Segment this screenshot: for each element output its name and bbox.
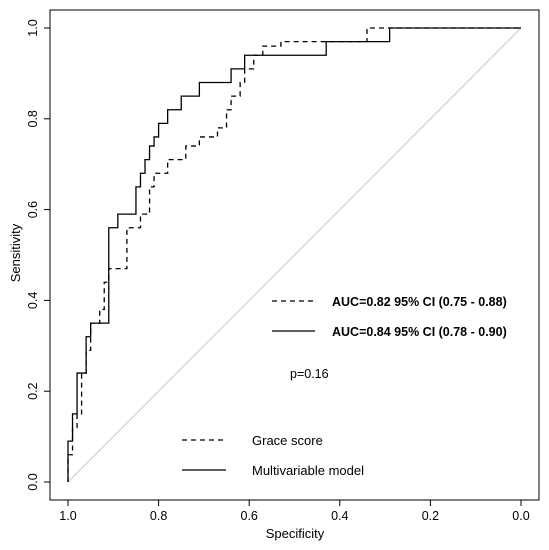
x-tick-label: 0.6 xyxy=(241,509,258,523)
y-tick-label: 0.8 xyxy=(26,110,40,127)
x-tick-label: 1.0 xyxy=(59,509,76,523)
x-axis: 1.0 0.8 0.6 0.4 0.2 0.0 xyxy=(59,500,530,523)
y-tick-label: 0.6 xyxy=(26,201,40,218)
x-tick-label: 0.4 xyxy=(331,509,348,523)
x-tick-label: 0.2 xyxy=(422,509,439,523)
y-tick-label: 0.4 xyxy=(26,292,40,309)
series-layer xyxy=(67,27,521,482)
x-tick-label: 0.8 xyxy=(150,509,167,523)
x-axis-title: Specificity xyxy=(266,526,325,541)
y-axis-title: Sensitivity xyxy=(8,223,23,282)
legend-grace-label: Grace score xyxy=(252,433,323,448)
legend: Grace score Multivariable model xyxy=(182,433,364,478)
auc-annotations: AUC=0.82 95% CI (0.75 - 0.88) AUC=0.84 9… xyxy=(272,295,507,339)
auc-grace-label: AUC=0.82 95% CI (0.75 - 0.88) xyxy=(332,295,507,309)
y-axis: 0.0 0.2 0.4 0.6 0.8 1.0 xyxy=(26,19,50,491)
legend-multivariable-label: Multivariable model xyxy=(252,463,364,478)
x-tick-label: 0.0 xyxy=(512,509,529,523)
p-value-label: p=0.16 xyxy=(290,367,329,381)
y-tick-label: 0.0 xyxy=(26,473,40,490)
auc-multivariable-label: AUC=0.84 95% CI (0.78 - 0.90) xyxy=(332,325,507,339)
y-tick-label: 1.0 xyxy=(26,19,40,36)
reference-diagonal-line xyxy=(67,27,522,483)
plot-frame xyxy=(49,9,540,501)
y-tick-label: 0.2 xyxy=(26,382,40,399)
multivariable-model-curve xyxy=(67,27,521,482)
